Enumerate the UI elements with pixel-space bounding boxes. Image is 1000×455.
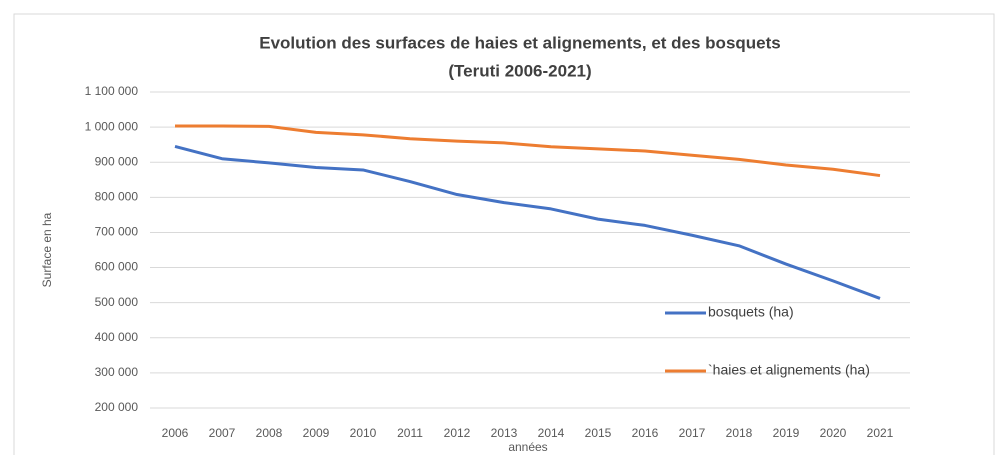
x-tick-label: 2014 bbox=[538, 426, 565, 440]
y-tick-label: 1 100 000 bbox=[85, 84, 139, 98]
y-tick-label: 700 000 bbox=[95, 225, 139, 239]
y-tick-label: 200 000 bbox=[95, 400, 139, 414]
x-tick-label: 2010 bbox=[350, 426, 377, 440]
x-tick-label: 2020 bbox=[820, 426, 847, 440]
y-tick-label: 800 000 bbox=[95, 190, 139, 204]
legend-label: bosquets (ha) bbox=[708, 304, 794, 320]
x-tick-label: 2009 bbox=[303, 426, 330, 440]
data-line bbox=[175, 124, 881, 178]
y-tick-label: 600 000 bbox=[95, 260, 139, 274]
chart-title: (Teruti 2006-2021) bbox=[448, 61, 591, 80]
x-tick-label: 2008 bbox=[256, 426, 283, 440]
x-tick-label: 2011 bbox=[397, 426, 423, 440]
y-tick-label: 500 000 bbox=[95, 295, 139, 309]
chart-title: Evolution des surfaces de haies et align… bbox=[259, 33, 781, 52]
y-tick-label: 400 000 bbox=[95, 330, 139, 344]
y-tick-label: 300 000 bbox=[95, 365, 139, 379]
x-tick-label: 2019 bbox=[773, 426, 800, 440]
x-tick-label: 2013 bbox=[491, 426, 518, 440]
x-axis-label: années bbox=[508, 440, 547, 454]
x-tick-label: 2018 bbox=[726, 426, 753, 440]
y-tick-label: 1 000 000 bbox=[85, 119, 139, 133]
x-tick-label: 2006 bbox=[162, 426, 189, 440]
x-tick-label: 2016 bbox=[632, 426, 659, 440]
chart-border bbox=[13, 13, 995, 455]
legend-label: `haies et alignements (ha) bbox=[708, 362, 870, 378]
x-tick-label: 2012 bbox=[444, 426, 471, 440]
x-tick-label: 2015 bbox=[585, 426, 612, 440]
x-tick-label: 2021 bbox=[867, 426, 894, 440]
y-axis-label: Surface en ha bbox=[40, 212, 54, 287]
y-tick-label: 900 000 bbox=[95, 154, 139, 168]
x-tick-label: 2017 bbox=[679, 426, 706, 440]
data-line bbox=[174, 144, 881, 300]
x-tick-label: 2007 bbox=[209, 426, 236, 440]
